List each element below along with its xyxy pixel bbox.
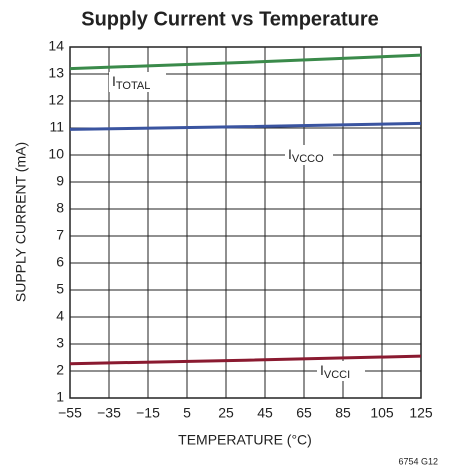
plot-frame (69, 46, 422, 399)
y-tick-label: 4 (56, 308, 64, 324)
figure-note: 6754 G12 (398, 456, 438, 466)
series-label-main: I (320, 362, 324, 378)
series-label: IVCCO (288, 146, 324, 165)
y-tick-label: 14 (48, 38, 64, 54)
y-tick-label: 5 (56, 281, 64, 297)
y-tick-label: 11 (49, 119, 64, 135)
x-tick-label: 125 (409, 405, 433, 421)
chart-title: Supply Current vs Temperature (81, 8, 378, 30)
y-tick-label: 13 (48, 65, 64, 81)
y-tick-label: 9 (56, 173, 64, 189)
series-label-sub: VCCI (324, 369, 350, 381)
y-tick-label: 12 (48, 92, 64, 108)
x-tick-label: −15 (136, 405, 160, 421)
series-label-main: I (112, 73, 116, 89)
series-line (69, 354, 422, 366)
x-tick-label: 105 (370, 405, 394, 421)
y-tick-label: 8 (56, 200, 64, 216)
x-tick-label: −55 (58, 405, 82, 421)
y-tick-label: 2 (56, 362, 64, 378)
x-axis-label: TEMPERATURE (°C) (178, 432, 312, 448)
x-tick-label: −35 (97, 405, 121, 421)
x-tick-label: 85 (335, 405, 351, 421)
y-tick-label: 6 (56, 254, 64, 270)
label-background (109, 72, 166, 92)
y-tick-label: 10 (48, 146, 64, 162)
label-background (285, 145, 333, 165)
series-label-main: I (288, 146, 292, 162)
y-axis-label: SUPPLY CURRENT (mA) (13, 142, 29, 302)
x-tick-label: 65 (296, 405, 312, 421)
x-tick-label: 5 (183, 405, 191, 421)
series-line (69, 121, 422, 131)
series-label-sub: VCCO (292, 153, 324, 165)
series-line (69, 53, 422, 71)
x-tick-label: 25 (218, 405, 234, 421)
series-label: ITOTAL (112, 73, 150, 92)
series-label-sub: TOTAL (116, 80, 150, 92)
y-tick-label: 1 (56, 389, 64, 405)
y-tick-label: 3 (56, 335, 64, 351)
label-background (317, 361, 365, 381)
y-tick-label: 7 (56, 227, 64, 243)
series-label: IVCCI (320, 362, 350, 381)
x-tick-label: 45 (257, 405, 273, 421)
